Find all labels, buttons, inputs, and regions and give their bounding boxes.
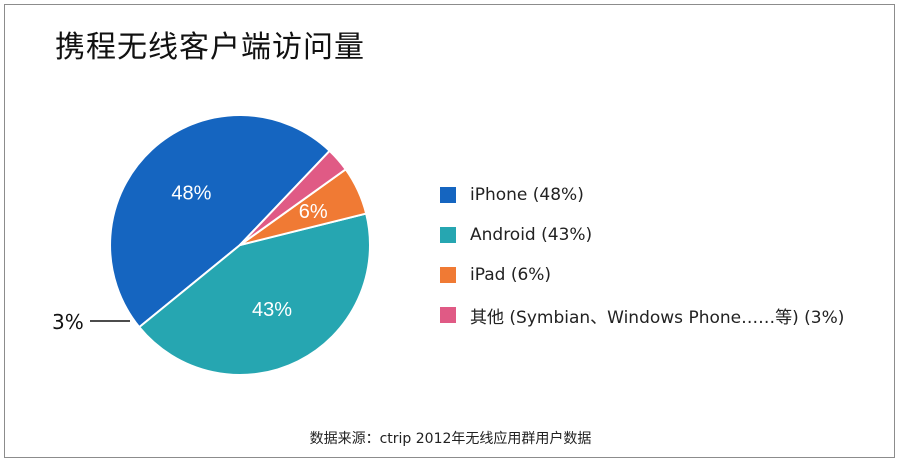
legend-label-android: Android (43%) [470,225,593,245]
legend-swatch-android [440,227,456,243]
legend-swatch-other [440,307,456,323]
slice-iphone-label: 48% [171,183,211,205]
chart-title: 携程无线客户端访问量 [55,30,365,65]
slice-other[interactable] [239,149,347,246]
legend-label-iphone: iPhone (48%) [470,185,584,205]
legend-label-ipad: iPad (6%) [470,265,552,285]
slice-label-other: 3% [52,310,84,334]
legend-item-android[interactable]: Android (43%) [440,215,844,255]
legend-item-ipad[interactable]: iPad (6%) [440,255,844,295]
legend-swatch-iphone [440,187,456,203]
data-source-note: 数据来源：ctrip 2012年无线应用群用户数据 [309,431,592,447]
slice-android-label: 43% [252,299,292,321]
legend-item-iphone[interactable]: iPhone (48%) [440,175,844,215]
legend-label-other: 其他 (Symbian、Windows Phone……等) (3%) [470,307,845,328]
slice-iphone[interactable] [109,114,331,329]
legend-swatch-ipad [440,267,456,283]
legend-item-other[interactable]: 其他 (Symbian、Windows Phone……等) (3%) [440,295,844,335]
slice-ipad-label: 6% [299,201,328,223]
slice-android[interactable] [138,212,371,376]
legend: iPhone (48%) Android (43%) iPad (6%) 其他 … [440,175,844,335]
